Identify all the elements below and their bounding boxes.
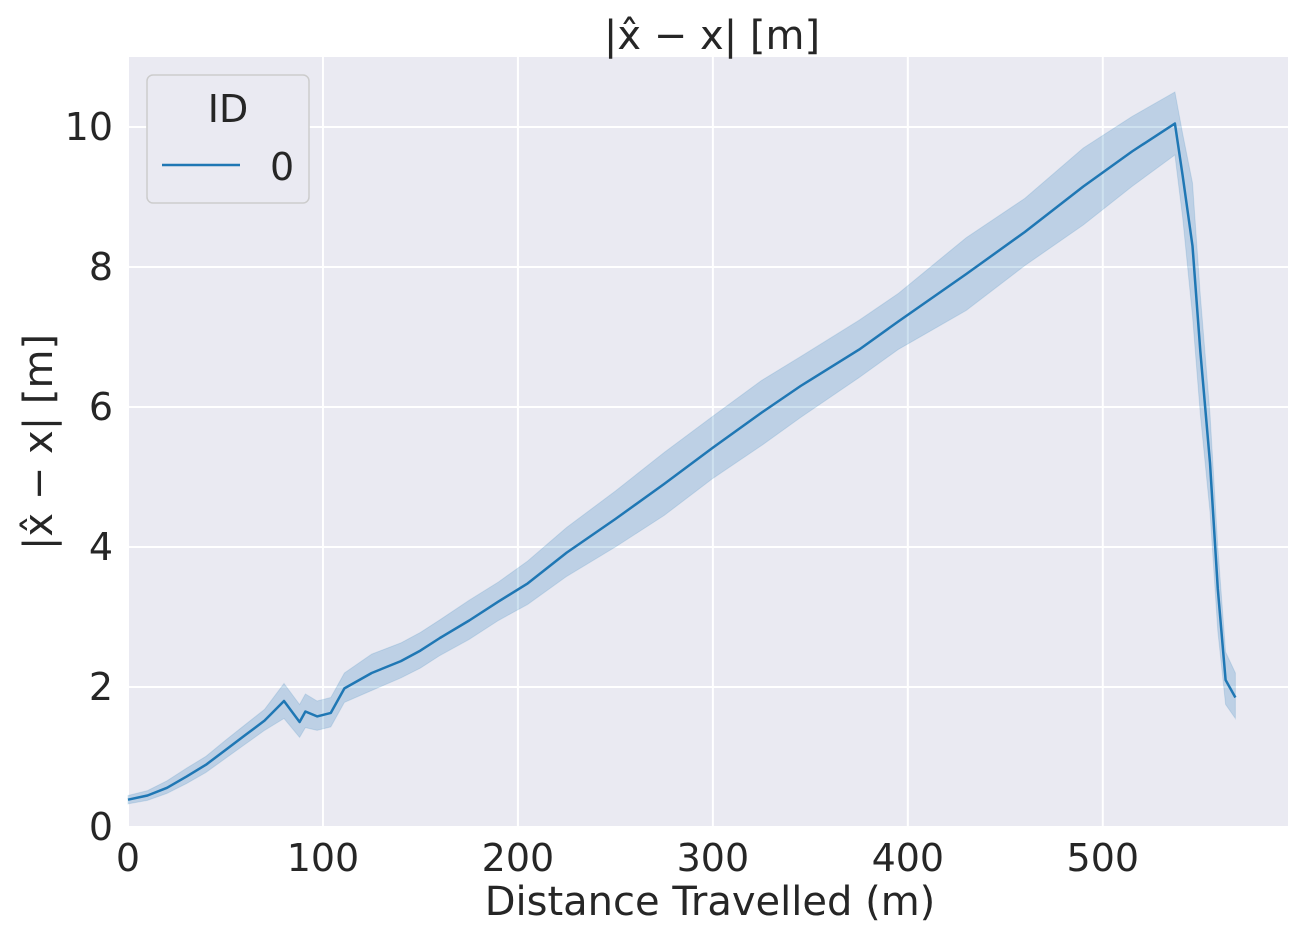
x-tick-labels: 0 100 200 300 400 500 [116, 836, 1139, 880]
y-tick-label: 2 [89, 665, 113, 709]
y-tick-labels: 0 2 4 6 8 10 [65, 105, 113, 849]
y-tick-label: 4 [89, 525, 113, 569]
x-tick-label: 200 [482, 836, 555, 880]
legend: ID 0 [146, 74, 310, 204]
y-tick-label: 8 [89, 245, 113, 289]
legend-entry-label: 0 [270, 145, 294, 189]
x-tick-label: 400 [872, 836, 945, 880]
confidence-band [127, 91, 1236, 805]
x-tick-label: 0 [116, 836, 140, 880]
x-tick-label: 300 [677, 836, 750, 880]
y-tick-label: 0 [89, 805, 113, 849]
y-axis-label: |x̂ − x| [m] [16, 334, 62, 550]
x-axis-label: Distance Travelled (m) [485, 879, 936, 925]
series-0-line [127, 122, 1237, 801]
gridlines [127, 57, 1288, 828]
series-lines [127, 122, 1237, 801]
chart-title: |x̂ − x| [m] [604, 13, 820, 59]
legend-title: ID [208, 87, 248, 131]
y-tick-label: 10 [65, 105, 113, 149]
y-tick-label: 6 [89, 385, 113, 429]
series-0-band [127, 91, 1236, 805]
x-tick-label: 500 [1067, 836, 1140, 880]
x-tick-label: 100 [287, 836, 360, 880]
plot-background [128, 57, 1288, 827]
legend-box [146, 74, 310, 204]
